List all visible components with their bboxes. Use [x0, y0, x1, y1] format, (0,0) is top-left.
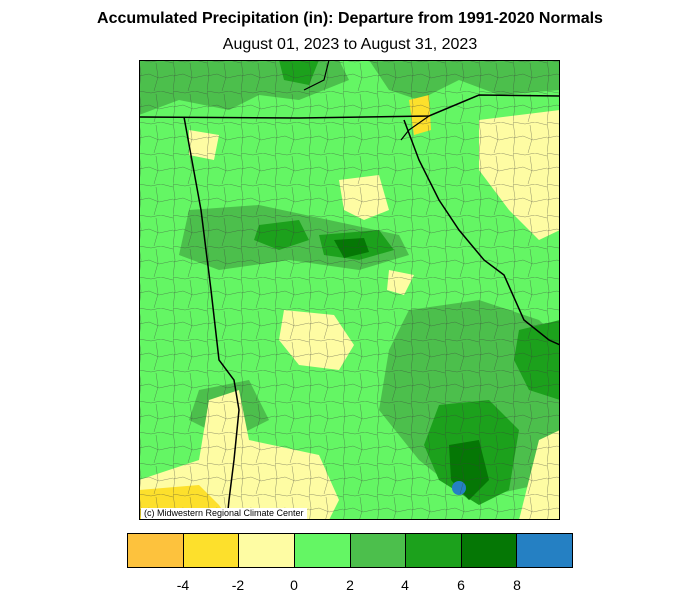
legend-tick-label: -4	[176, 577, 190, 593]
legend-bin	[294, 534, 351, 567]
map-border	[139, 60, 560, 520]
legend-bin	[517, 534, 572, 567]
county-lines	[139, 60, 560, 520]
legend-tick-label: 8	[513, 577, 521, 593]
legend-tick-label: 4	[401, 577, 409, 593]
legend-bin	[128, 534, 184, 567]
map-subtitle: August 01, 2023 to August 31, 2023	[222, 36, 478, 53]
legend-tick-label: 2	[346, 577, 354, 593]
state-boundary	[403, 119, 560, 346]
map-title: Accumulated Precipitation (in): Departur…	[97, 10, 603, 27]
precipitation-map	[139, 60, 560, 520]
legend-bin	[461, 534, 518, 567]
state-boundary	[303, 60, 330, 91]
legend-bin	[406, 534, 462, 567]
legend-bin	[183, 534, 240, 567]
legend-bin	[350, 534, 407, 567]
color-legend	[127, 533, 573, 568]
legend-tick-label: -2	[231, 577, 245, 593]
map-canvas	[139, 60, 560, 520]
state-boundary	[183, 116, 240, 520]
legend-tick-label: 6	[457, 577, 465, 593]
credit-label: (c) Midwestern Regional Climate Center	[141, 508, 307, 519]
legend-bin	[239, 534, 295, 567]
legend-tick-label: 0	[290, 577, 298, 593]
state-boundary	[400, 115, 430, 141]
